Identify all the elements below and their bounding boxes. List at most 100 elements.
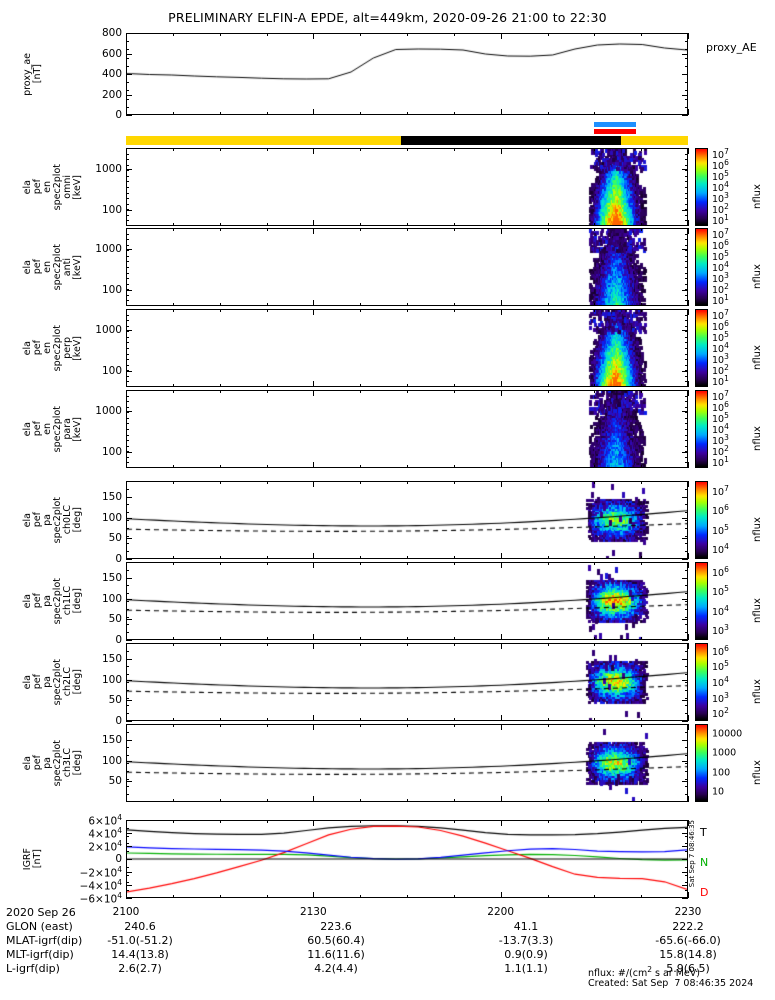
- tickmark: [126, 496, 129, 498]
- tickmark: [313, 562, 315, 568]
- ytick-pa-ch1lc-3: 0: [115, 634, 122, 646]
- tickmark: [547, 390, 549, 393]
- tickmark: [266, 148, 268, 151]
- tickmark: [126, 440, 129, 442]
- series-label-N: N: [700, 856, 709, 869]
- tickmark: [219, 820, 221, 823]
- tickmark: [685, 682, 688, 683]
- table-cell-3-3: 15.8(14.8): [659, 948, 717, 961]
- tickmark: [641, 228, 643, 231]
- tickmark: [685, 375, 688, 377]
- tickmark: [641, 799, 643, 802]
- tickmark: [313, 724, 315, 730]
- tickmark: [172, 228, 174, 231]
- tickmark: [126, 488, 129, 490]
- ytick-en-perp-1: 100: [101, 365, 122, 378]
- tickmark: [126, 348, 129, 349]
- tickmark: [682, 169, 688, 171]
- tickmark: [126, 569, 129, 571]
- tickmark: [126, 679, 132, 681]
- tickmark: [500, 820, 502, 826]
- tickmark: [126, 721, 132, 722]
- colorbar-label-en-omni-4: 103: [712, 191, 729, 206]
- colorbar-gradient: [696, 229, 707, 305]
- tickmark: [126, 700, 132, 702]
- tickmark: [126, 381, 127, 387]
- tickmark: [172, 112, 174, 115]
- tickmark: [594, 643, 596, 646]
- tickmark: [641, 556, 643, 559]
- tickmark: [126, 417, 129, 419]
- colorbar-label-en-omni-3: 104: [712, 179, 729, 195]
- tickmark: [641, 148, 643, 151]
- tickmark: [266, 390, 268, 393]
- ylabel-pa-ch2lc: [deg] ch2LC spec2plot pa pef ela: [22, 658, 83, 706]
- tickmark: [682, 53, 688, 55]
- tickmark: [360, 309, 362, 312]
- tickmark: [126, 456, 129, 458]
- tickmark: [126, 320, 129, 322]
- tickmark: [219, 228, 221, 231]
- tickmark: [407, 33, 408, 36]
- colorbar-en-para: [695, 390, 708, 468]
- tickmark: [685, 272, 688, 274]
- colorbar-label-en-anti-0: 107: [712, 226, 729, 241]
- tickmark: [360, 390, 362, 393]
- tickmark: [313, 553, 315, 559]
- tickmark: [126, 616, 129, 618]
- tickmark: [126, 820, 132, 821]
- tickmark: [126, 577, 129, 579]
- tickmark: [453, 148, 455, 151]
- tickmark: [682, 760, 688, 762]
- tickmark: [685, 763, 688, 764]
- colorbar-label-en-perp-4: 103: [712, 352, 729, 367]
- table-cell-4-1: 4.2(4.4): [314, 962, 358, 975]
- series-label-D: D: [700, 886, 709, 899]
- tickmark: [685, 593, 688, 595]
- tickmark: [685, 423, 688, 425]
- tickmark: [685, 417, 688, 419]
- tickmark: [126, 527, 129, 529]
- colorbar-label-pa-ch1lc-2: 104: [712, 603, 729, 618]
- tickmark: [126, 342, 129, 344]
- tickmark: [126, 827, 129, 829]
- tickmark: [685, 283, 688, 285]
- tickmark: [547, 112, 549, 115]
- table-cell-4-3: 5.9(6.5): [666, 962, 710, 975]
- tickmark: [500, 634, 502, 640]
- statusbar-segment-2: [621, 136, 688, 145]
- tickmark: [126, 148, 127, 154]
- tickmark: [126, 228, 127, 234]
- tickmark: [641, 303, 643, 306]
- plot-canvas-pa-ch2lc: [127, 644, 687, 720]
- tickmark: [685, 755, 688, 757]
- tickmark: [219, 895, 221, 898]
- tickmark: [685, 278, 688, 280]
- tickmark: [547, 384, 549, 387]
- tickmark: [453, 465, 455, 468]
- tickmark: [126, 697, 129, 699]
- tickmark: [126, 634, 127, 640]
- series-label-T: T: [700, 826, 707, 839]
- tickmark: [313, 300, 315, 306]
- tickmark: [682, 640, 688, 641]
- tickmark: [126, 452, 132, 454]
- colorbar-label-en-anti-6: 101: [712, 293, 729, 308]
- colorbar-title-en-para: nflux: [752, 425, 763, 451]
- tickmark: [547, 562, 549, 565]
- tickmark: [453, 562, 455, 565]
- tickmark: [685, 874, 688, 876]
- tickmark: [266, 309, 268, 312]
- tickmark: [594, 556, 596, 559]
- tickmark: [594, 384, 596, 387]
- tickmark: [685, 456, 688, 458]
- tickmark: [126, 381, 129, 383]
- tickmark: [547, 33, 549, 36]
- tickmark: [685, 98, 688, 100]
- tickmark: [126, 462, 129, 464]
- tickmark: [126, 658, 129, 660]
- tickmark: [126, 175, 129, 177]
- tickmark: [682, 598, 688, 600]
- tickmark: [126, 593, 129, 595]
- tickmark: [685, 747, 688, 749]
